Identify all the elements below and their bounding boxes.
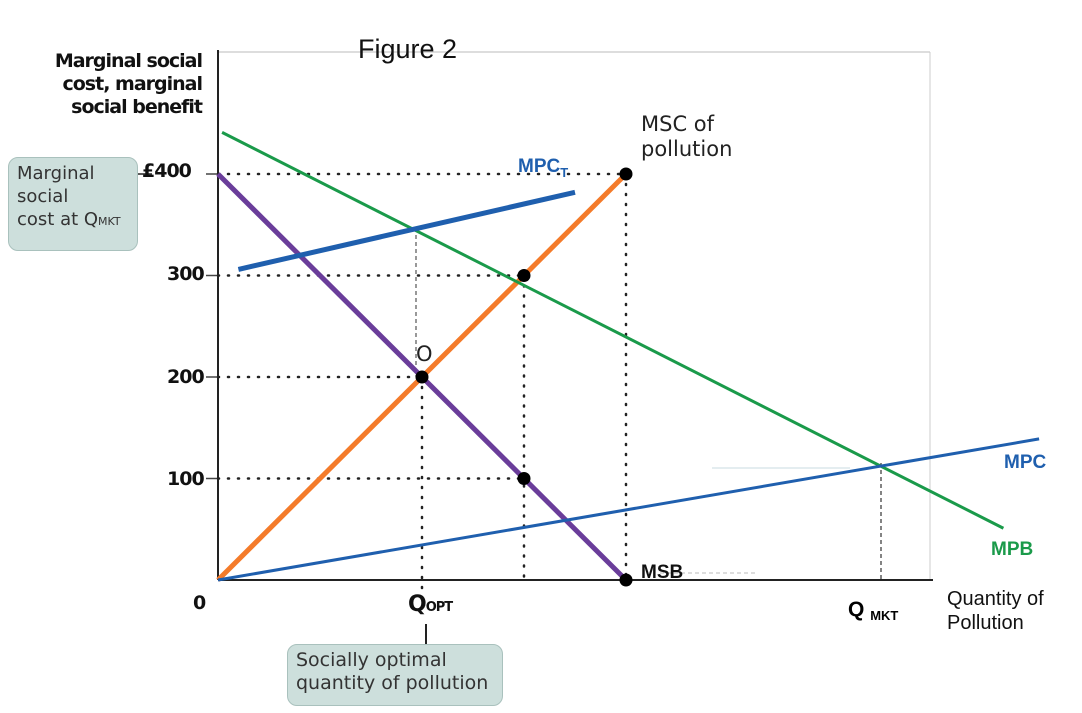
marked-point [619,573,633,587]
callout-optimal-quantity: Socially optimal quantity of pollution [287,644,503,706]
mpb-line [221,131,1005,530]
q-opt-subscript: OPT [425,600,453,615]
figure-title: Figure 2 [358,34,458,64]
y-tick-300: 300 [167,263,205,285]
callout-text: cost at Q [17,209,99,230]
callout-line: cost at QMKT [17,208,129,233]
marked-point [517,472,531,485]
marked-point [619,167,633,181]
mpc-line [217,437,1040,582]
x-tick-q-opt: QOPT [408,592,453,617]
callout-line: Marginal [17,163,95,184]
label-optimum: O [416,342,433,366]
y-tick-100: 100 [167,468,205,490]
label-mpb: MPB [991,539,1034,560]
marked-point [517,269,531,282]
y-axis-label: Marginal social cost, marginal social be… [54,50,203,118]
y-tick-400: £400 [142,160,192,182]
callout-line: Socially optimal [296,649,447,671]
marked-point [415,370,429,384]
callout-subscript: MKT [98,215,121,228]
mpc-t-line [237,189,576,272]
mpc-t-name: MPC [518,156,561,177]
label-msc-of-pollution: MSC of pollution [641,112,733,161]
y-tick-200: 200 [167,366,205,388]
origin-label: 0 [193,592,206,614]
mpc-t-subscript: T [560,165,569,180]
label-msb: MSB [641,562,684,583]
label-mpc-t: MPCT [518,156,568,180]
label-mpc: MPC [1004,452,1047,473]
callout-line: quantity of pollution [296,672,489,694]
x-tick-q-mkt: Q MKT [848,598,898,623]
q-mkt-label: Q [848,598,865,621]
callout-line: social [17,186,69,207]
q-opt-label: Q [408,592,427,617]
x-axis-label: Quantity of Pollution [947,588,1044,634]
q-mkt-subscript: MKT [870,608,899,623]
callout-msc-at-qmkt: Marginal social cost at QMKT [8,157,138,251]
